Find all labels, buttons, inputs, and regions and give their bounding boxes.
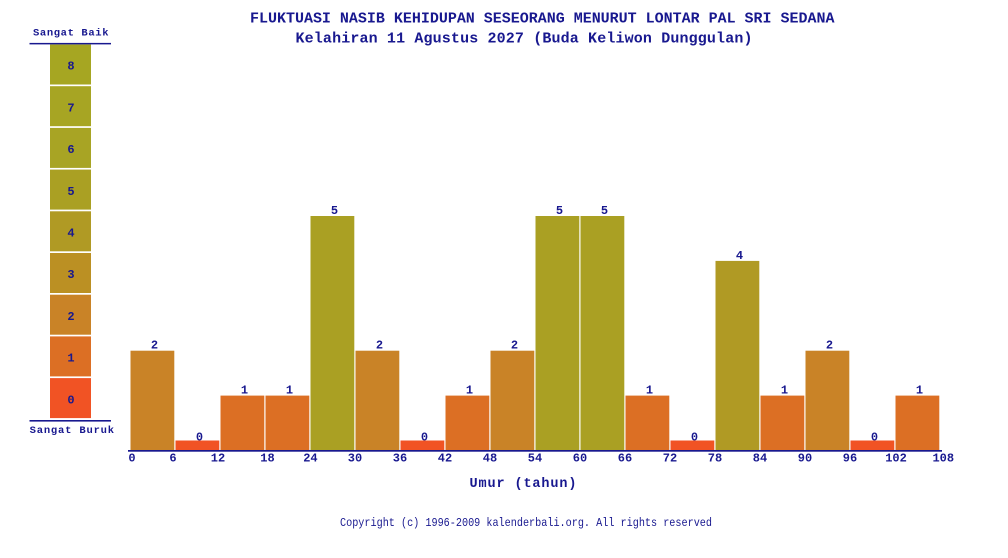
svg-text:1: 1 (781, 384, 788, 398)
svg-text:78: 78 (708, 452, 722, 466)
svg-text:12: 12 (211, 452, 225, 466)
svg-text:4: 4 (67, 227, 74, 241)
svg-text:1: 1 (67, 352, 74, 366)
svg-text:Sangat Baik: Sangat Baik (33, 28, 109, 40)
svg-text:Kelahiran 11 Agustus 2027 (Bud: Kelahiran 11 Agustus 2027 (Buda Keliwon … (296, 31, 753, 48)
svg-text:42: 42 (438, 452, 452, 466)
svg-text:0: 0 (128, 452, 135, 466)
svg-text:102: 102 (885, 452, 907, 466)
svg-text:66: 66 (618, 452, 632, 466)
svg-text:48: 48 (483, 452, 497, 466)
svg-text:4: 4 (736, 249, 743, 263)
svg-text:3: 3 (67, 268, 74, 282)
svg-text:60: 60 (573, 452, 587, 466)
svg-text:Sangat Buruk: Sangat Buruk (30, 425, 115, 437)
svg-text:8: 8 (67, 60, 74, 74)
svg-text:5: 5 (601, 204, 608, 218)
svg-text:1: 1 (916, 384, 923, 398)
svg-text:36: 36 (393, 452, 407, 466)
svg-text:30: 30 (348, 452, 362, 466)
svg-text:0: 0 (196, 431, 203, 445)
svg-text:5: 5 (67, 185, 74, 199)
svg-text:108: 108 (932, 452, 954, 466)
svg-text:7: 7 (67, 101, 74, 115)
svg-text:Umur (tahun): Umur (tahun) (470, 477, 577, 492)
svg-text:24: 24 (303, 452, 317, 466)
svg-text:54: 54 (528, 452, 542, 466)
svg-text:2: 2 (67, 310, 74, 324)
svg-text:0: 0 (67, 393, 74, 407)
svg-text:1: 1 (241, 384, 248, 398)
svg-text:96: 96 (843, 452, 857, 466)
svg-text:18: 18 (260, 452, 274, 466)
svg-text:5: 5 (331, 204, 338, 218)
svg-text:6: 6 (67, 143, 74, 157)
svg-text:0: 0 (421, 431, 428, 445)
svg-text:2: 2 (376, 339, 383, 353)
svg-text:6: 6 (169, 452, 176, 466)
svg-text:2: 2 (511, 339, 518, 353)
svg-text:2: 2 (826, 339, 833, 353)
svg-text:1: 1 (466, 384, 473, 398)
svg-text:72: 72 (663, 452, 677, 466)
svg-text:2: 2 (151, 339, 158, 353)
svg-text:FLUKTUASI NASIB KEHIDUPAN SESE: FLUKTUASI NASIB KEHIDUPAN SESEORANG MENU… (250, 11, 835, 28)
svg-text:5: 5 (556, 204, 563, 218)
svg-text:1: 1 (646, 384, 653, 398)
svg-text:1: 1 (286, 384, 293, 398)
svg-text:0: 0 (871, 431, 878, 445)
svg-text:0: 0 (691, 431, 698, 445)
svg-text:90: 90 (798, 452, 812, 466)
svg-text:84: 84 (753, 452, 767, 466)
svg-text:Copyright (c) 1996-2009 kalend: Copyright (c) 1996-2009 kalenderbali.org… (340, 516, 712, 530)
